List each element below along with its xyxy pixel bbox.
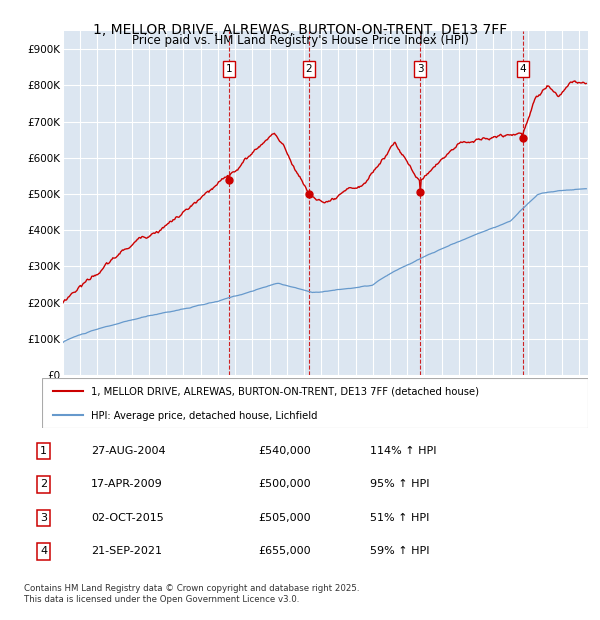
Text: 114% ↑ HPI: 114% ↑ HPI <box>370 446 436 456</box>
Text: 59% ↑ HPI: 59% ↑ HPI <box>370 546 430 556</box>
Text: £500,000: £500,000 <box>259 479 311 489</box>
Text: 27-AUG-2004: 27-AUG-2004 <box>91 446 166 456</box>
Text: £540,000: £540,000 <box>259 446 311 456</box>
Text: 4: 4 <box>520 64 526 74</box>
Text: £505,000: £505,000 <box>259 513 311 523</box>
FancyBboxPatch shape <box>42 378 588 428</box>
Text: 1: 1 <box>40 446 47 456</box>
Text: 2: 2 <box>40 479 47 489</box>
Text: 51% ↑ HPI: 51% ↑ HPI <box>370 513 430 523</box>
Text: HPI: Average price, detached house, Lichfield: HPI: Average price, detached house, Lich… <box>91 411 317 421</box>
Text: 2: 2 <box>305 64 312 74</box>
Text: 21-SEP-2021: 21-SEP-2021 <box>91 546 162 556</box>
Text: 4: 4 <box>40 546 47 556</box>
Text: 3: 3 <box>417 64 424 74</box>
Text: 3: 3 <box>40 513 47 523</box>
Text: 1, MELLOR DRIVE, ALREWAS, BURTON-ON-TRENT, DE13 7FF: 1, MELLOR DRIVE, ALREWAS, BURTON-ON-TREN… <box>93 23 507 37</box>
Text: £655,000: £655,000 <box>259 546 311 556</box>
Text: Price paid vs. HM Land Registry's House Price Index (HPI): Price paid vs. HM Land Registry's House … <box>131 34 469 47</box>
Text: 17-APR-2009: 17-APR-2009 <box>91 479 163 489</box>
Text: 02-OCT-2015: 02-OCT-2015 <box>91 513 164 523</box>
Text: 1, MELLOR DRIVE, ALREWAS, BURTON-ON-TRENT, DE13 7FF (detached house): 1, MELLOR DRIVE, ALREWAS, BURTON-ON-TREN… <box>91 386 479 396</box>
Text: 1: 1 <box>226 64 232 74</box>
Text: Contains HM Land Registry data © Crown copyright and database right 2025.: Contains HM Land Registry data © Crown c… <box>24 584 359 593</box>
Text: This data is licensed under the Open Government Licence v3.0.: This data is licensed under the Open Gov… <box>24 595 299 604</box>
Text: 95% ↑ HPI: 95% ↑ HPI <box>370 479 430 489</box>
